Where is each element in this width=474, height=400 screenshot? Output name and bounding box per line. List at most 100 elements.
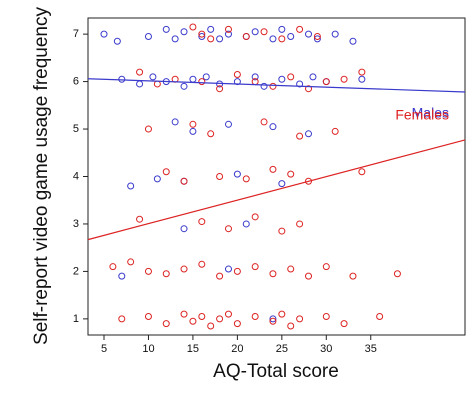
point: [180, 28, 188, 36]
point: [233, 267, 241, 275]
point: [189, 75, 197, 83]
point: [224, 120, 232, 128]
point: [269, 123, 277, 131]
point: [224, 25, 232, 33]
point: [278, 310, 286, 318]
point: [118, 272, 126, 280]
point: [198, 312, 206, 320]
point: [118, 75, 126, 83]
x-tick-label: 20: [231, 343, 243, 355]
point: [331, 30, 339, 38]
point: [224, 225, 232, 233]
point: [144, 125, 152, 133]
point: [305, 177, 313, 185]
point: [189, 23, 197, 31]
point: [198, 30, 206, 38]
point: [198, 78, 206, 86]
point: [242, 33, 250, 41]
point: [296, 315, 304, 323]
point: [309, 73, 317, 81]
point: [296, 25, 304, 33]
point: [340, 75, 348, 83]
point: [233, 320, 241, 328]
point: [216, 85, 224, 93]
y-tick-label: 7: [73, 28, 79, 40]
point: [118, 315, 126, 323]
point: [113, 37, 121, 45]
point: [144, 312, 152, 320]
point: [269, 317, 277, 325]
point: [322, 78, 330, 86]
point: [358, 75, 366, 83]
point: [144, 33, 152, 41]
point: [207, 322, 215, 330]
point: [251, 213, 259, 221]
point: [349, 272, 357, 280]
point: [162, 320, 170, 328]
x-tick-label: 35: [365, 343, 377, 355]
point: [313, 35, 321, 43]
point: [296, 132, 304, 140]
point: [287, 33, 295, 41]
point: [322, 263, 330, 271]
point: [153, 80, 161, 88]
point: [340, 320, 348, 328]
point: [127, 258, 135, 266]
point: [376, 312, 384, 320]
x-tick-label: 15: [187, 343, 199, 355]
point: [162, 168, 170, 176]
point: [278, 25, 286, 33]
point: [180, 265, 188, 273]
point: [136, 68, 144, 76]
point: [287, 73, 295, 81]
point: [269, 315, 277, 323]
x-tick-label: 25: [276, 343, 288, 355]
point: [198, 33, 206, 41]
point: [162, 270, 170, 278]
point: [287, 265, 295, 273]
point: [269, 35, 277, 43]
y-tick-label: 5: [73, 123, 79, 135]
point: [242, 220, 250, 228]
point: [233, 70, 241, 78]
point: [216, 315, 224, 323]
point: [251, 263, 259, 271]
point: [287, 322, 295, 330]
point: [322, 312, 330, 320]
point: [144, 267, 152, 275]
point: [207, 25, 215, 33]
y-tick-label: 3: [73, 218, 79, 230]
point: [189, 120, 197, 128]
point: [305, 130, 313, 138]
point: [269, 270, 277, 278]
point: [202, 73, 210, 81]
point: [305, 272, 313, 280]
point: [269, 165, 277, 173]
point: [296, 80, 304, 88]
point: [278, 180, 286, 188]
point: [136, 215, 144, 223]
point: [251, 312, 259, 320]
point: [393, 270, 401, 278]
point: [278, 75, 286, 83]
point: [189, 127, 197, 135]
y-tick-label: 6: [73, 75, 79, 87]
point: [331, 127, 339, 135]
point: [207, 130, 215, 138]
point: [171, 118, 179, 126]
point: [216, 272, 224, 280]
point: [349, 37, 357, 45]
point: [100, 30, 108, 38]
point: [358, 168, 366, 176]
trend-line: [87, 78, 466, 93]
point: [198, 260, 206, 268]
point: [233, 170, 241, 178]
point: [180, 225, 188, 233]
point: [136, 80, 144, 88]
point: [242, 175, 250, 183]
point: [153, 175, 161, 183]
point: [224, 310, 232, 318]
point: [171, 35, 179, 43]
y-axis-title: Self-report video game usage frequency: [31, 7, 52, 345]
